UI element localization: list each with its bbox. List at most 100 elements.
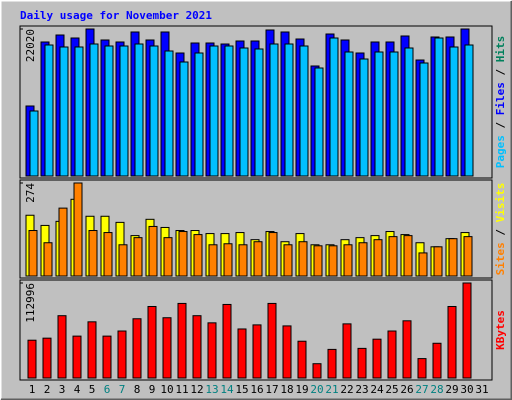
bar [104, 45, 114, 177]
x-tick-label: 14 [220, 383, 234, 396]
bar [163, 237, 173, 277]
bar [194, 52, 204, 177]
x-tick-label: 30 [460, 383, 473, 396]
bar [297, 340, 307, 379]
legend: Pages / Files / Hits [494, 36, 507, 169]
bar [193, 234, 203, 277]
bar [462, 282, 472, 379]
bar [404, 47, 414, 177]
legend-separator: / [494, 62, 507, 82]
x-tick-label: 1 [29, 383, 36, 396]
bar [147, 305, 157, 379]
bar [267, 302, 277, 379]
bar [312, 363, 322, 379]
bar [89, 43, 99, 177]
y-tick-label: 22020 [24, 29, 37, 62]
bar [433, 246, 443, 277]
bar [27, 339, 37, 379]
bar [327, 348, 337, 379]
bar [252, 324, 262, 379]
bar [269, 43, 279, 177]
bar [463, 236, 473, 277]
x-tick-label: 9 [149, 383, 156, 396]
bar [164, 50, 174, 177]
bar [329, 37, 339, 177]
bar [57, 315, 67, 379]
bar [28, 230, 38, 277]
bar [119, 45, 129, 177]
bar [59, 46, 69, 177]
bar [208, 244, 218, 277]
x-tick-label: 6 [104, 383, 111, 396]
bar [43, 242, 53, 277]
bar [417, 358, 427, 379]
bar [238, 244, 248, 277]
bar [72, 335, 82, 379]
y-tick-label: 274 [24, 183, 37, 203]
bar [162, 317, 172, 379]
bar [314, 67, 324, 177]
bar [418, 252, 428, 277]
x-tick-label: 21 [325, 383, 338, 396]
legend-separator: / [494, 222, 507, 242]
bar [103, 232, 113, 277]
legend: Sites / Visits [494, 183, 507, 276]
bar [209, 45, 219, 177]
bar [402, 320, 412, 379]
bar [328, 245, 338, 277]
x-tick-label: 7 [119, 383, 126, 396]
bar [299, 45, 309, 177]
bar [44, 44, 54, 177]
bar [284, 43, 294, 177]
x-tick-label: 11 [175, 383, 188, 396]
bar [282, 325, 292, 379]
legend-entry: Files [494, 82, 507, 115]
bar [359, 58, 369, 177]
bar [132, 318, 142, 379]
bar [298, 241, 308, 277]
x-tick-label: 29 [445, 383, 458, 396]
bar [74, 46, 84, 177]
bar [268, 232, 278, 277]
x-tick-label: 31 [475, 383, 488, 396]
bar [342, 323, 352, 379]
bar [29, 110, 39, 177]
bar [373, 239, 383, 277]
bar [419, 62, 429, 177]
x-tick-label: 27 [415, 383, 428, 396]
x-tick-label: 28 [430, 383, 443, 396]
bar [254, 48, 264, 177]
bar [192, 315, 202, 379]
bar [237, 328, 247, 379]
legend: KBytes [494, 310, 507, 350]
x-tick-label: 26 [400, 383, 413, 396]
x-tick-label: 8 [134, 383, 141, 396]
bar [389, 51, 399, 177]
bar [118, 244, 128, 277]
legend-entry: Visits [494, 183, 507, 223]
bar [134, 43, 144, 177]
bar [133, 237, 143, 277]
x-tick-label: 22 [340, 383, 353, 396]
x-tick-label: 10 [160, 383, 173, 396]
legend-entry: Pages [494, 135, 507, 168]
bar [58, 207, 68, 277]
x-tick-label: 5 [89, 383, 96, 396]
bar [102, 335, 112, 379]
bar [448, 238, 458, 277]
x-tick-label: 15 [235, 383, 248, 396]
bar [117, 330, 127, 379]
bar [149, 45, 159, 177]
x-tick-label: 20 [310, 383, 323, 396]
x-tick-label: 13 [205, 383, 218, 396]
bar [449, 46, 459, 177]
x-tick-label: 17 [265, 383, 278, 396]
x-tick-label: 12 [190, 383, 203, 396]
legend-entry: Sites [494, 242, 507, 275]
bar [344, 51, 354, 177]
x-tick-label: 18 [280, 383, 293, 396]
bar [177, 302, 187, 379]
